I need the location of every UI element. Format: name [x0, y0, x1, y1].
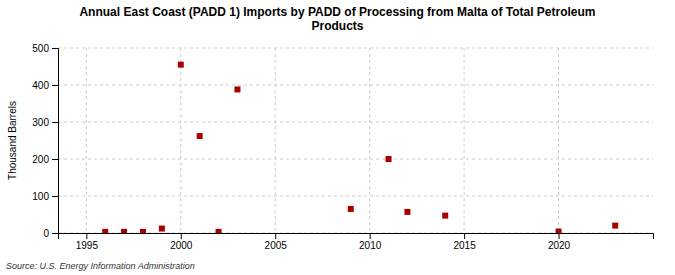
y-axis-tick: 400 — [32, 80, 58, 91]
y-axis-tick-label: 200 — [32, 154, 49, 165]
chart: Annual East Coast (PADD 1) Imports by PA… — [0, 0, 675, 275]
grid-line-x — [86, 48, 87, 233]
x-axis-tick-mark — [275, 233, 276, 239]
y-axis-tick-mark — [52, 233, 58, 234]
title-line: Products — [311, 19, 363, 33]
y-axis-tick-mark — [52, 159, 58, 160]
point — [197, 133, 203, 139]
point — [234, 86, 240, 92]
x-axis-line — [59, 234, 654, 240]
x-axis-tick-label: 2010 — [359, 240, 382, 251]
title: Annual East Coast (PADD 1) Imports by PA… — [79, 5, 595, 33]
y-axis-tick-label: 300 — [32, 117, 49, 128]
point — [159, 226, 165, 232]
point — [386, 156, 392, 162]
x-axis-tick-mark — [181, 233, 182, 239]
x-axis-tick-label: 2000 — [170, 240, 193, 251]
point — [612, 223, 618, 229]
x-axis-tick: 2000 — [170, 233, 193, 251]
y-axis-title: Thousand Barrels — [7, 101, 18, 180]
y-axis: 0 100 200 300 400 500 — [32, 43, 58, 239]
y-axis-tick-label: 100 — [32, 191, 49, 202]
y-axis-tick: 300 — [32, 117, 58, 128]
point — [121, 229, 127, 233]
point — [442, 213, 448, 219]
y-axis-tick-label: 400 — [32, 80, 49, 91]
point — [348, 206, 354, 212]
point — [556, 229, 562, 233]
x-axis-tick: 2020 — [548, 233, 571, 251]
x-axis-tick-label: 2020 — [548, 240, 571, 251]
point — [178, 62, 184, 68]
grid — [58, 48, 653, 233]
x-axis-tick-mark — [370, 233, 371, 239]
y-axis-tick: 100 — [32, 191, 58, 202]
y-axis-tick-mark — [52, 122, 58, 123]
point — [404, 209, 410, 215]
point — [140, 229, 146, 233]
grid-line-x — [180, 48, 181, 233]
x-axis-tick: 2005 — [265, 233, 288, 251]
y-axis-tick-mark — [52, 196, 58, 197]
x-axis-tick: 2010 — [359, 233, 382, 251]
x-axis-tick-label: 2015 — [453, 240, 476, 251]
x-axis-tick-mark — [86, 233, 87, 239]
y-axis-tick: 0 — [43, 228, 58, 239]
y-axis-tick-mark — [52, 48, 58, 49]
x-axis-tick-mark — [559, 233, 560, 239]
points — [102, 62, 618, 233]
y-axis-tick-label: 0 — [43, 228, 49, 239]
x-axis-tick-label: 2005 — [265, 240, 288, 251]
source-note: Source: U.S. Energy Information Administ… — [6, 261, 195, 271]
grid-line-y — [58, 48, 653, 49]
x-axis-tick-mark — [464, 233, 465, 239]
y-axis-tick-label: 500 — [32, 43, 49, 54]
y-axis-tick: 200 — [32, 154, 58, 165]
y-axis-tick: 500 — [32, 43, 58, 54]
point — [216, 229, 222, 233]
x-axis-tick: 2015 — [453, 233, 476, 251]
grid-line-y — [58, 122, 653, 123]
y-axis-tick-mark — [52, 85, 58, 86]
grid-line-x — [558, 48, 559, 233]
point — [102, 229, 108, 233]
x-axis-tick-label: 1995 — [76, 240, 99, 251]
grid-line-x — [369, 48, 370, 233]
grid-line-y — [58, 85, 653, 86]
x-axis-tick: 1995 — [76, 233, 99, 251]
grid-line-x — [275, 48, 276, 233]
grid-line-y — [58, 159, 653, 160]
x-axis: 1995 2000 2005 2010 2015 2020 — [59, 233, 654, 251]
y-axis-line — [52, 49, 59, 234]
title-line: Annual East Coast (PADD 1) Imports by PA… — [79, 5, 595, 19]
plot: 1995 2000 2005 2010 2015 2020 0 100 200 300 400 500… — [7, 43, 654, 251]
grid-line-x — [464, 48, 465, 233]
grid-line-y — [58, 196, 653, 197]
